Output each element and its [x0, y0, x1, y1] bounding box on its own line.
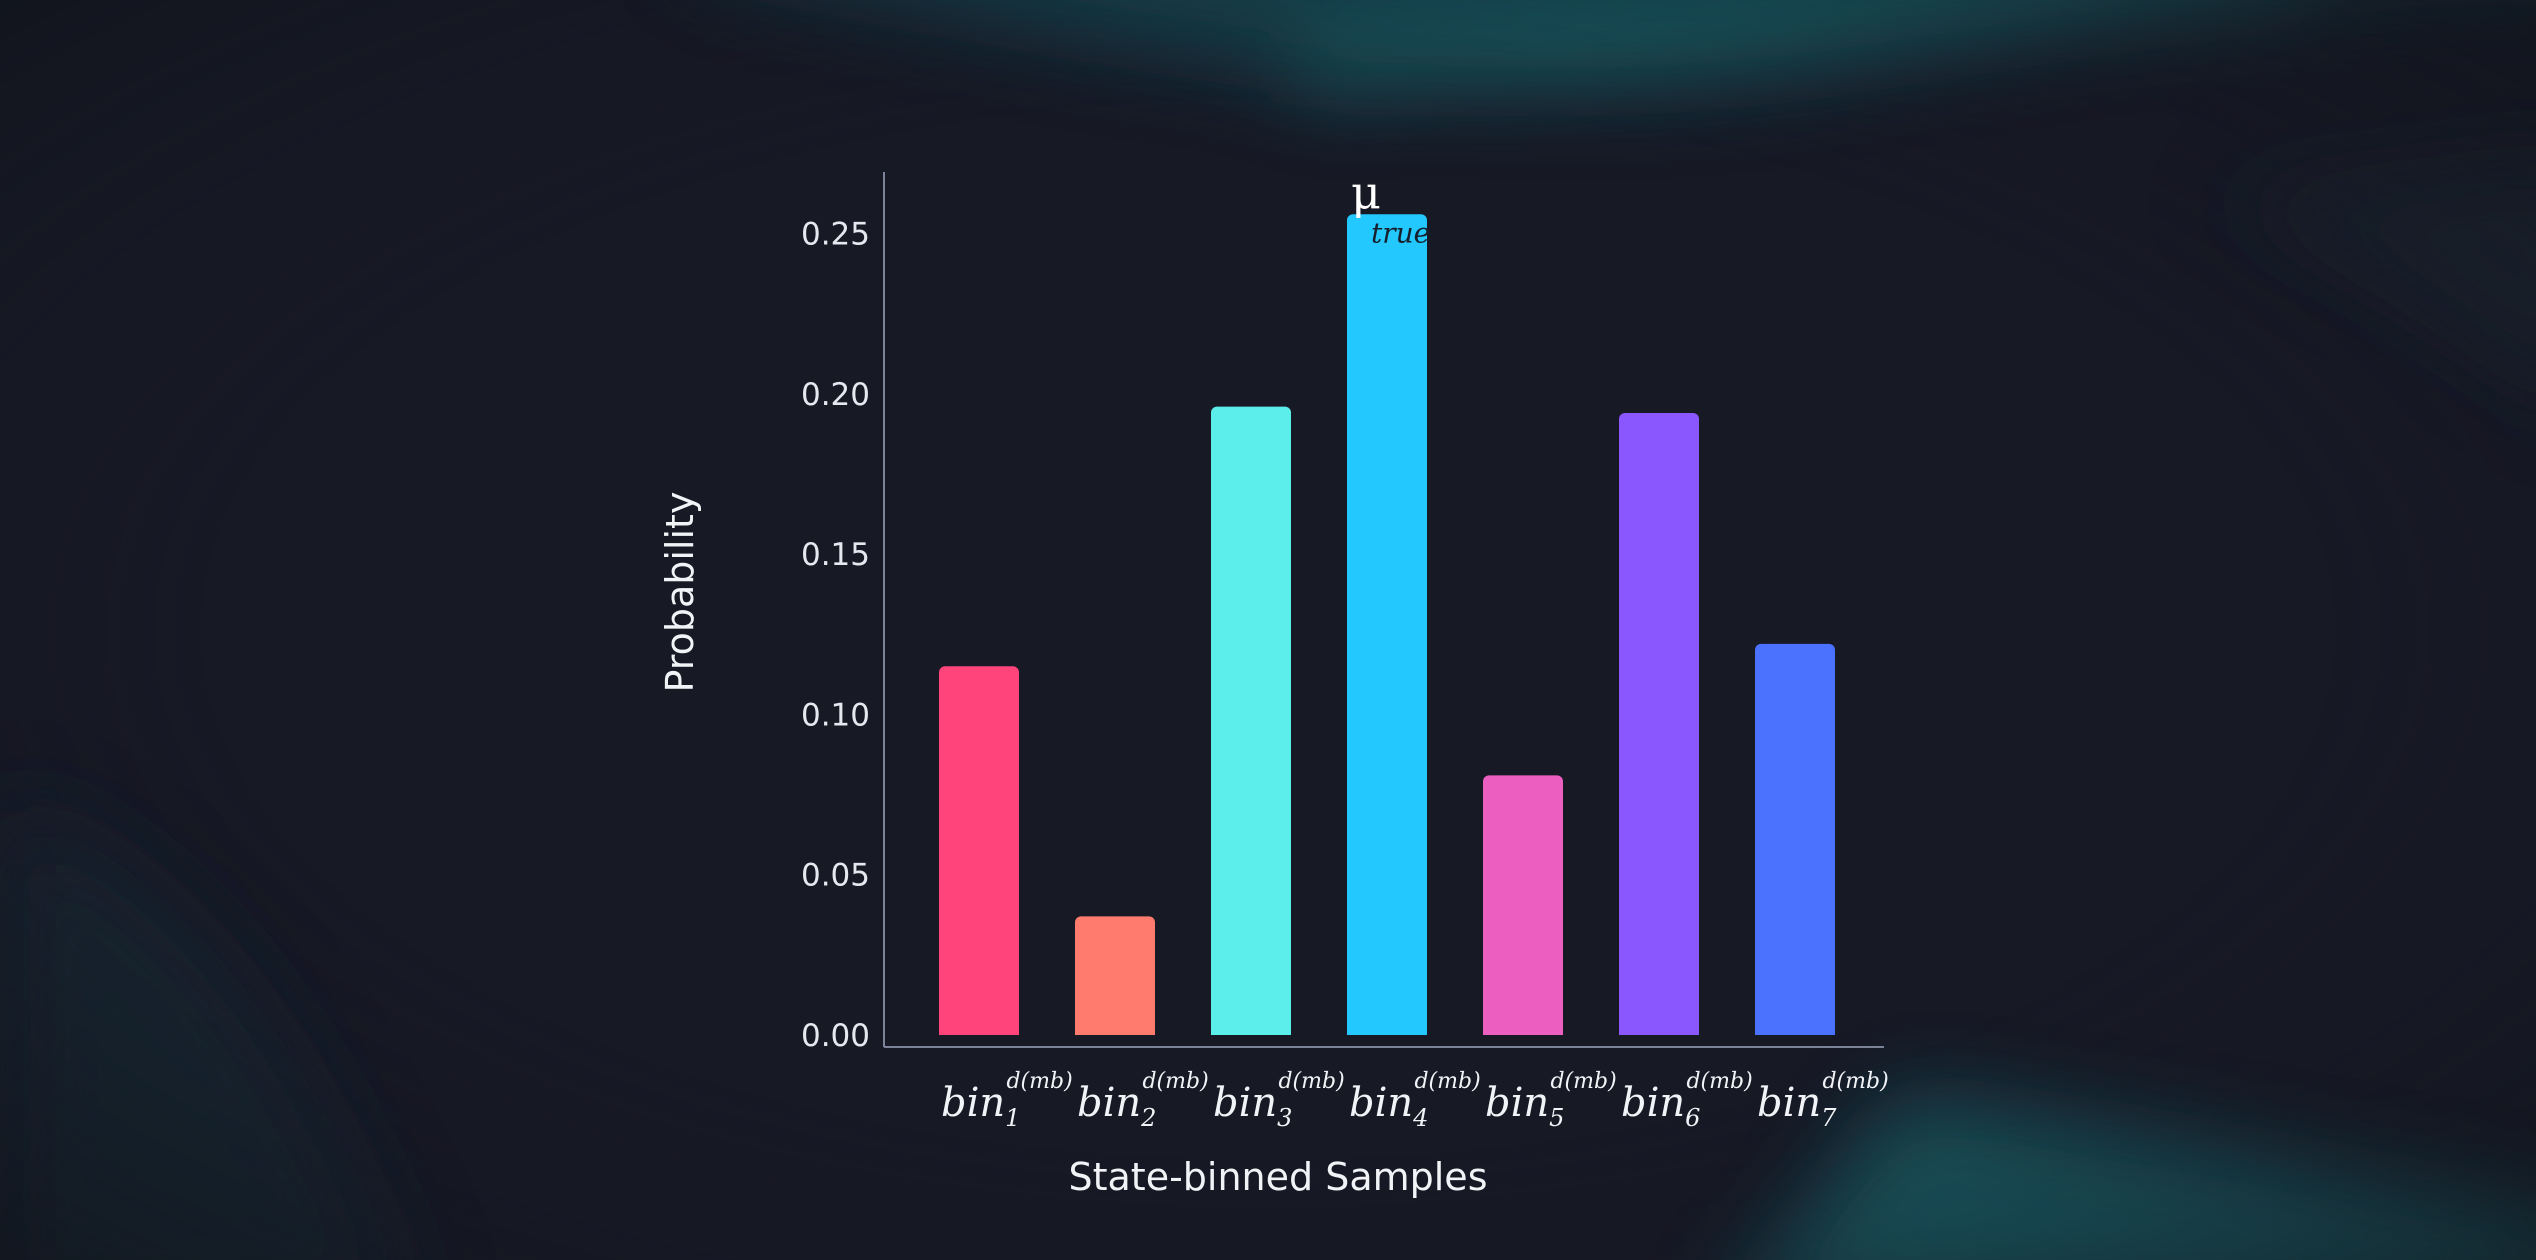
x-tick-label: bin7d(mb): [1757, 1069, 1889, 1132]
x-tick-label: bin4d(mb): [1349, 1069, 1481, 1132]
x-tick-label: bin5d(mb): [1485, 1069, 1617, 1132]
bar-1-base: [939, 1025, 1019, 1035]
bar-4-base: [1347, 1025, 1427, 1035]
annotation-mu: μ: [1351, 165, 1381, 219]
bar-2: [1075, 916, 1155, 1035]
x-tick-label: bin2d(mb): [1077, 1069, 1209, 1132]
y-tick-label: 0.00: [801, 1018, 870, 1054]
y-axis-title: Probability: [658, 492, 702, 693]
bar-2-base: [1075, 1025, 1155, 1035]
bar-7-base: [1755, 1025, 1835, 1035]
x-tick-labels: bin1d(mb) bin2d(mb) bin3d(mb) bin4d(mb) bin5…: [941, 1069, 1889, 1132]
bars: [939, 214, 1835, 1035]
bar-3: [1211, 406, 1291, 1035]
bar-1: [939, 666, 1019, 1035]
x-axis-title: State-binned Samples: [1068, 1155, 1487, 1199]
y-tick-label: 0.05: [801, 858, 870, 894]
x-tick-label: bin1d(mb): [941, 1069, 1073, 1132]
bar-3-base: [1211, 1025, 1291, 1035]
y-tick-label: 0.10: [801, 697, 870, 733]
x-tick-label: bin6d(mb): [1621, 1069, 1753, 1132]
x-tick-label: bin3d(mb): [1213, 1069, 1345, 1132]
bar-4: [1347, 214, 1427, 1035]
y-tick-label: 0.15: [801, 537, 870, 573]
bar-7: [1755, 643, 1835, 1035]
y-tick-label: 0.20: [801, 377, 870, 413]
y-tick-label: 0.25: [801, 217, 870, 253]
bar-5-base: [1483, 1025, 1563, 1035]
y-ticks: 0.00 0.05 0.10 0.15 0.20 0.25: [801, 217, 870, 1055]
bar-6: [1619, 413, 1699, 1035]
annotation-sub: true: [1371, 216, 1430, 249]
bar-5: [1483, 775, 1563, 1035]
bar-6-base: [1619, 1025, 1699, 1035]
